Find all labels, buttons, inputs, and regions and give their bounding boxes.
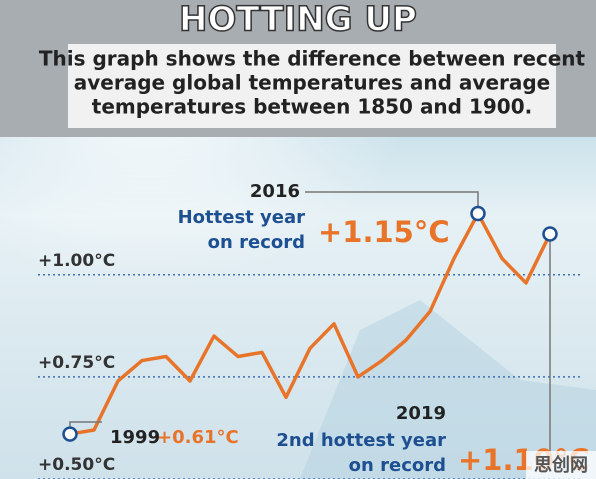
year-label: 2019 (396, 403, 446, 424)
subtitle: This graph shows the difference between … (39, 47, 586, 71)
annotation: on record (349, 455, 446, 476)
annotation: Hottest year (178, 207, 306, 228)
highlight-point (62, 426, 78, 442)
y-tick-label: +0.75°C (38, 353, 115, 373)
subtitle: average global temperatures and average (74, 71, 551, 95)
y-tick-label: +1.00°C (38, 251, 115, 271)
year-label: 2016 (250, 181, 300, 202)
subtitle: temperatures between 1850 and 1900. (92, 95, 532, 119)
watermark-bg (526, 451, 596, 479)
chart-title: HOTTING UP (179, 0, 417, 40)
iceberg (300, 300, 596, 479)
year-label: 1999 (110, 427, 160, 448)
plot: +0.50°C +0.75°C +1.00°C 1999+0.61°C 2016 Hott… (38, 181, 596, 479)
y-tick-label: +0.50°C (38, 455, 115, 475)
subtitle-box (68, 44, 556, 128)
annotation: on record (208, 232, 305, 253)
value-label: +1.15°C (318, 215, 450, 249)
value-label: +0.61°C (157, 427, 239, 448)
annotation: 2nd hottest year (276, 430, 446, 451)
highlight-point (542, 226, 558, 242)
watermark: 思创网 (534, 454, 588, 476)
data-line (69, 211, 552, 436)
highlight-point (470, 205, 486, 222)
